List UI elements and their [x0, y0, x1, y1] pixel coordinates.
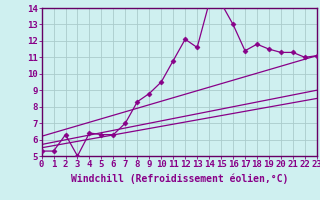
- X-axis label: Windchill (Refroidissement éolien,°C): Windchill (Refroidissement éolien,°C): [70, 173, 288, 184]
